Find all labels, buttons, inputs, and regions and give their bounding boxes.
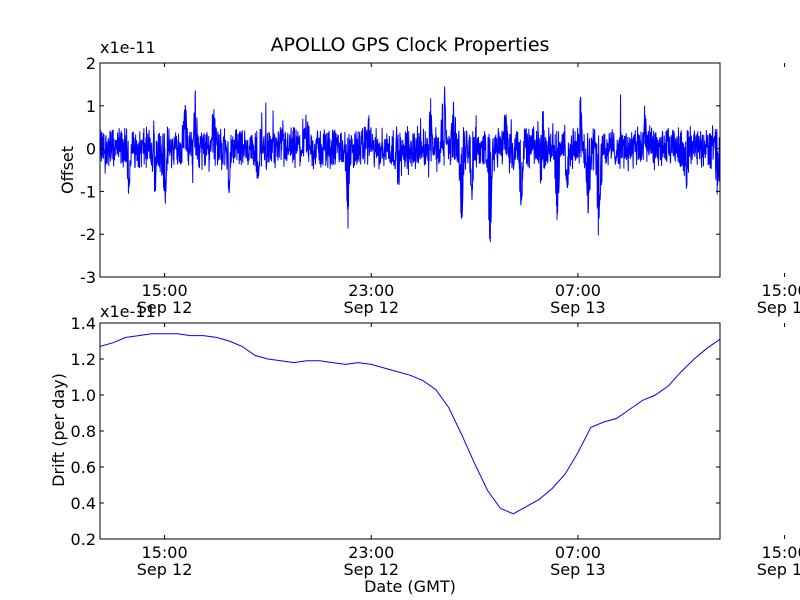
x-tick-date-label: Sep 12 <box>343 560 399 579</box>
x-tick-date-label: Sep 13 <box>757 298 800 317</box>
y-tick-label: 0.2 <box>71 530 96 549</box>
y-tick-label: -3 <box>80 268 96 287</box>
y-tick-label: 0.4 <box>71 494 96 513</box>
x-tick-time-label: 15:00 <box>762 281 800 300</box>
y-tick-label: 0.6 <box>71 458 96 477</box>
drift-panel: x1e-11 Drift (per day) Date (GMT) 1.4 1.2… <box>49 302 800 596</box>
x-tick-date-label: Sep 13 <box>757 560 800 579</box>
y-tick-label: 1 <box>86 97 96 116</box>
x-tick-time-label: 07:00 <box>555 543 601 562</box>
offset-series-line <box>100 86 720 243</box>
y-tick-label: 1.2 <box>71 350 96 369</box>
y-tick-label: -2 <box>80 225 96 244</box>
x-tick-time-label: 23:00 <box>348 543 394 562</box>
x-tick-time-label: 23:00 <box>348 281 394 300</box>
y-tick-label: 2 <box>86 54 96 73</box>
x-tick-date-label: Sep 13 <box>550 298 606 317</box>
chart-title: APOLLO GPS Clock Properties <box>271 34 550 56</box>
y-tick-label: -1 <box>80 182 96 201</box>
y-tick-label: 0 <box>86 140 96 159</box>
x-tick-date-label: Sep 13 <box>550 560 606 579</box>
x-tick-date-label: Sep 12 <box>343 298 399 317</box>
x-tick-time-label: 15:00 <box>142 543 188 562</box>
offset-axes-frame <box>99 62 721 278</box>
offset-y-label: Offset <box>58 146 77 194</box>
y-tick-label: 0.8 <box>71 422 96 441</box>
y-tick-label: 1.4 <box>71 314 96 333</box>
x-tick-date-label: Sep 12 <box>137 560 193 579</box>
y-tick-label: 1.0 <box>71 386 96 405</box>
drift-y-label: Drift (per day) <box>49 373 68 487</box>
offset-multiplier: x1e-11 <box>100 38 156 57</box>
drift-series-line <box>100 333 720 515</box>
x-tick-date-label: Sep 12 <box>137 298 193 317</box>
x-tick-time-label: 07:00 <box>555 281 601 300</box>
drift-multiplier: x1e-11 <box>100 302 156 321</box>
x-tick-time-label: 15:00 <box>762 543 800 562</box>
x-tick-time-label: 15:00 <box>142 281 188 300</box>
drift-x-label: Date (GMT) <box>364 577 456 596</box>
